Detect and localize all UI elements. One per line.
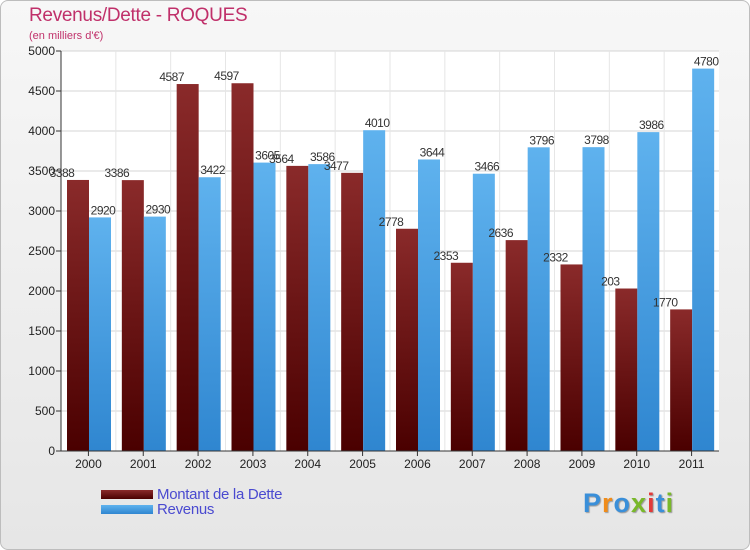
logo-letter: P (583, 488, 603, 518)
y-tick-label: 3500 (28, 164, 55, 178)
bar-revenus-2008 (527, 147, 550, 451)
data-label-revenus: 2930 (145, 203, 171, 217)
x-tick-label: 2007 (459, 457, 486, 471)
data-label-dette: 3386 (104, 166, 130, 180)
bar-dette-2009 (560, 264, 583, 451)
data-label-dette: 2778 (379, 215, 405, 229)
data-label-revenus: 3466 (474, 160, 500, 174)
bar-dette-2004 (286, 165, 309, 451)
data-label-dette: 4587 (159, 70, 185, 84)
legend-swatch-debt (101, 490, 153, 499)
data-label-dette: 3564 (269, 152, 295, 166)
logo-letter: o (613, 488, 632, 518)
bar-dette-2001 (121, 180, 144, 451)
y-tick-label: 1500 (28, 324, 55, 338)
data-label-revenus: 2920 (91, 203, 117, 217)
bar-revenus-2006 (418, 159, 440, 452)
y-tick-label: 2000 (28, 284, 55, 298)
data-label-dette: 1770 (653, 295, 679, 309)
bar-dette-2008 (505, 240, 528, 451)
bar-dette-2005 (341, 172, 364, 451)
data-label-revenus: 3798 (584, 133, 610, 147)
data-label-dette: 4597 (214, 69, 240, 83)
x-tick-label: 2002 (185, 457, 212, 471)
bar-dette-2011 (670, 309, 693, 451)
bar-revenus-2005 (363, 130, 386, 451)
bar-revenus-2000 (89, 217, 111, 451)
y-tick-label: 4500 (28, 84, 55, 98)
logo-letter: i (647, 488, 656, 518)
bar-revenus-2010 (637, 132, 660, 451)
legend-label-revenus: Revenus (157, 501, 215, 518)
bar-dette-2002 (176, 84, 199, 451)
x-tick-label: 2001 (130, 457, 157, 471)
chart-subtitle: (en milliers d'€) (29, 30, 104, 42)
bar-dette-2010 (615, 288, 638, 451)
bar-revenus-2003 (253, 162, 276, 451)
data-label-dette: 3388 (50, 166, 76, 180)
bar-dette-2007 (450, 262, 473, 451)
data-label-dette: 203 (601, 275, 620, 289)
data-label-revenus: 4010 (365, 116, 391, 130)
x-tick-label: 2004 (294, 457, 321, 471)
logo-letter: t (655, 488, 666, 518)
data-label-dette: 2332 (543, 250, 569, 264)
x-tick-label: 2011 (679, 457, 705, 471)
bar-revenus-2009 (582, 147, 605, 451)
y-tick-label: 4000 (28, 124, 55, 138)
data-label-revenus: 3605 (255, 149, 281, 163)
data-label-revenus: 3422 (200, 163, 226, 177)
data-label-dette: 3477 (324, 159, 350, 173)
bar-dette-2006 (396, 228, 418, 451)
x-tick-label: 2005 (349, 457, 376, 471)
proxiti-logo: Proxiti (583, 488, 674, 519)
bar-revenus-2004 (308, 164, 331, 451)
x-tick-label: 2010 (623, 457, 650, 471)
y-tick-label: 0 (48, 444, 55, 458)
bar-dette-2000 (67, 179, 89, 451)
data-label-revenus: 4780 (694, 55, 720, 69)
x-tick-label: 2006 (404, 457, 431, 471)
bar-revenus-2002 (198, 177, 221, 452)
logo-letter: r (602, 488, 614, 518)
bar-revenus-2007 (472, 173, 495, 451)
legend-swatch-revenus (101, 505, 153, 514)
bar-revenus-2001 (143, 216, 166, 451)
data-label-dette: 2636 (488, 226, 514, 240)
y-tick-label: 3000 (28, 204, 55, 218)
data-label-dette: 2353 (433, 249, 459, 263)
data-label-revenus: 3986 (639, 118, 665, 132)
chart-title: Revenus/Dette - ROQUES (29, 5, 248, 26)
data-label-revenus: 3586 (310, 150, 336, 164)
y-tick-label: 500 (35, 404, 55, 418)
logo-letter: x (631, 488, 648, 518)
logo-letter: i (665, 488, 675, 518)
bar-dette-2003 (231, 83, 254, 452)
x-tick-label: 2003 (240, 457, 267, 471)
x-tick-label: 2000 (75, 457, 102, 471)
bar-revenus-2011 (692, 68, 715, 451)
x-tick-label: 2008 (514, 457, 541, 471)
legend-label-debt: Montant de la Dette (157, 486, 283, 503)
y-tick-label: 1000 (28, 364, 55, 378)
x-tick-label: 2009 (569, 457, 596, 471)
data-label-revenus: 3796 (529, 133, 555, 147)
data-label-revenus: 3644 (420, 145, 446, 159)
y-tick-label: 2500 (28, 244, 55, 258)
y-tick-label: 5000 (28, 44, 55, 58)
